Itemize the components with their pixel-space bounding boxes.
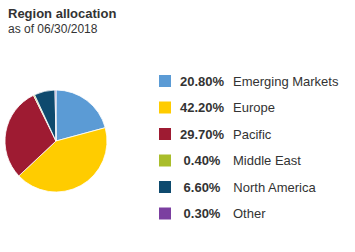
svg-text:6.60%: 6.60% [184,180,221,195]
svg-text:Europe: Europe [233,100,275,115]
svg-text:Region allocation: Region allocation [8,6,116,21]
svg-text:North America: North America [233,180,316,195]
svg-text:Other: Other [233,206,266,221]
svg-text:29.70%: 29.70% [180,127,225,142]
svg-text:Middle East: Middle East [233,153,301,168]
svg-text:0.40%: 0.40% [184,153,221,168]
svg-text:Emerging Markets: Emerging Markets [233,74,339,89]
svg-text:as of 06/30/2018: as of 06/30/2018 [8,22,98,36]
svg-text:0.30%: 0.30% [184,206,221,221]
svg-text:Pacific: Pacific [233,127,272,142]
svg-text:42.20%: 42.20% [180,100,225,115]
svg-text:20.80%: 20.80% [180,74,225,89]
